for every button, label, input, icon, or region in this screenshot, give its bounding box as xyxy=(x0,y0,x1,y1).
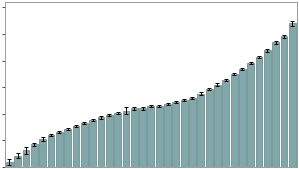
Bar xyxy=(164,104,171,167)
Bar xyxy=(139,108,146,167)
Bar xyxy=(31,144,38,167)
Bar xyxy=(256,57,263,167)
Bar xyxy=(156,106,163,167)
Bar xyxy=(56,132,63,167)
Bar xyxy=(97,117,104,167)
Bar xyxy=(222,80,229,167)
Bar xyxy=(272,42,279,167)
Bar xyxy=(197,93,204,167)
Bar xyxy=(131,108,138,167)
Bar xyxy=(147,106,154,167)
Bar xyxy=(39,139,46,167)
Bar xyxy=(280,36,287,167)
Bar xyxy=(6,162,13,167)
Bar xyxy=(206,89,213,167)
Bar xyxy=(89,120,96,167)
Bar xyxy=(48,135,54,167)
Bar xyxy=(23,150,30,167)
Bar xyxy=(247,63,254,167)
Bar xyxy=(81,123,88,167)
Bar xyxy=(239,69,246,167)
Bar xyxy=(214,84,221,167)
Bar xyxy=(106,115,113,167)
Bar xyxy=(189,98,196,167)
Bar xyxy=(231,74,237,167)
Bar xyxy=(73,126,80,167)
Bar xyxy=(264,51,271,167)
Bar xyxy=(14,156,21,167)
Bar xyxy=(64,129,71,167)
Bar xyxy=(181,100,187,167)
Bar xyxy=(289,23,296,167)
Bar xyxy=(123,111,129,167)
Bar xyxy=(114,113,121,167)
Bar xyxy=(173,102,179,167)
